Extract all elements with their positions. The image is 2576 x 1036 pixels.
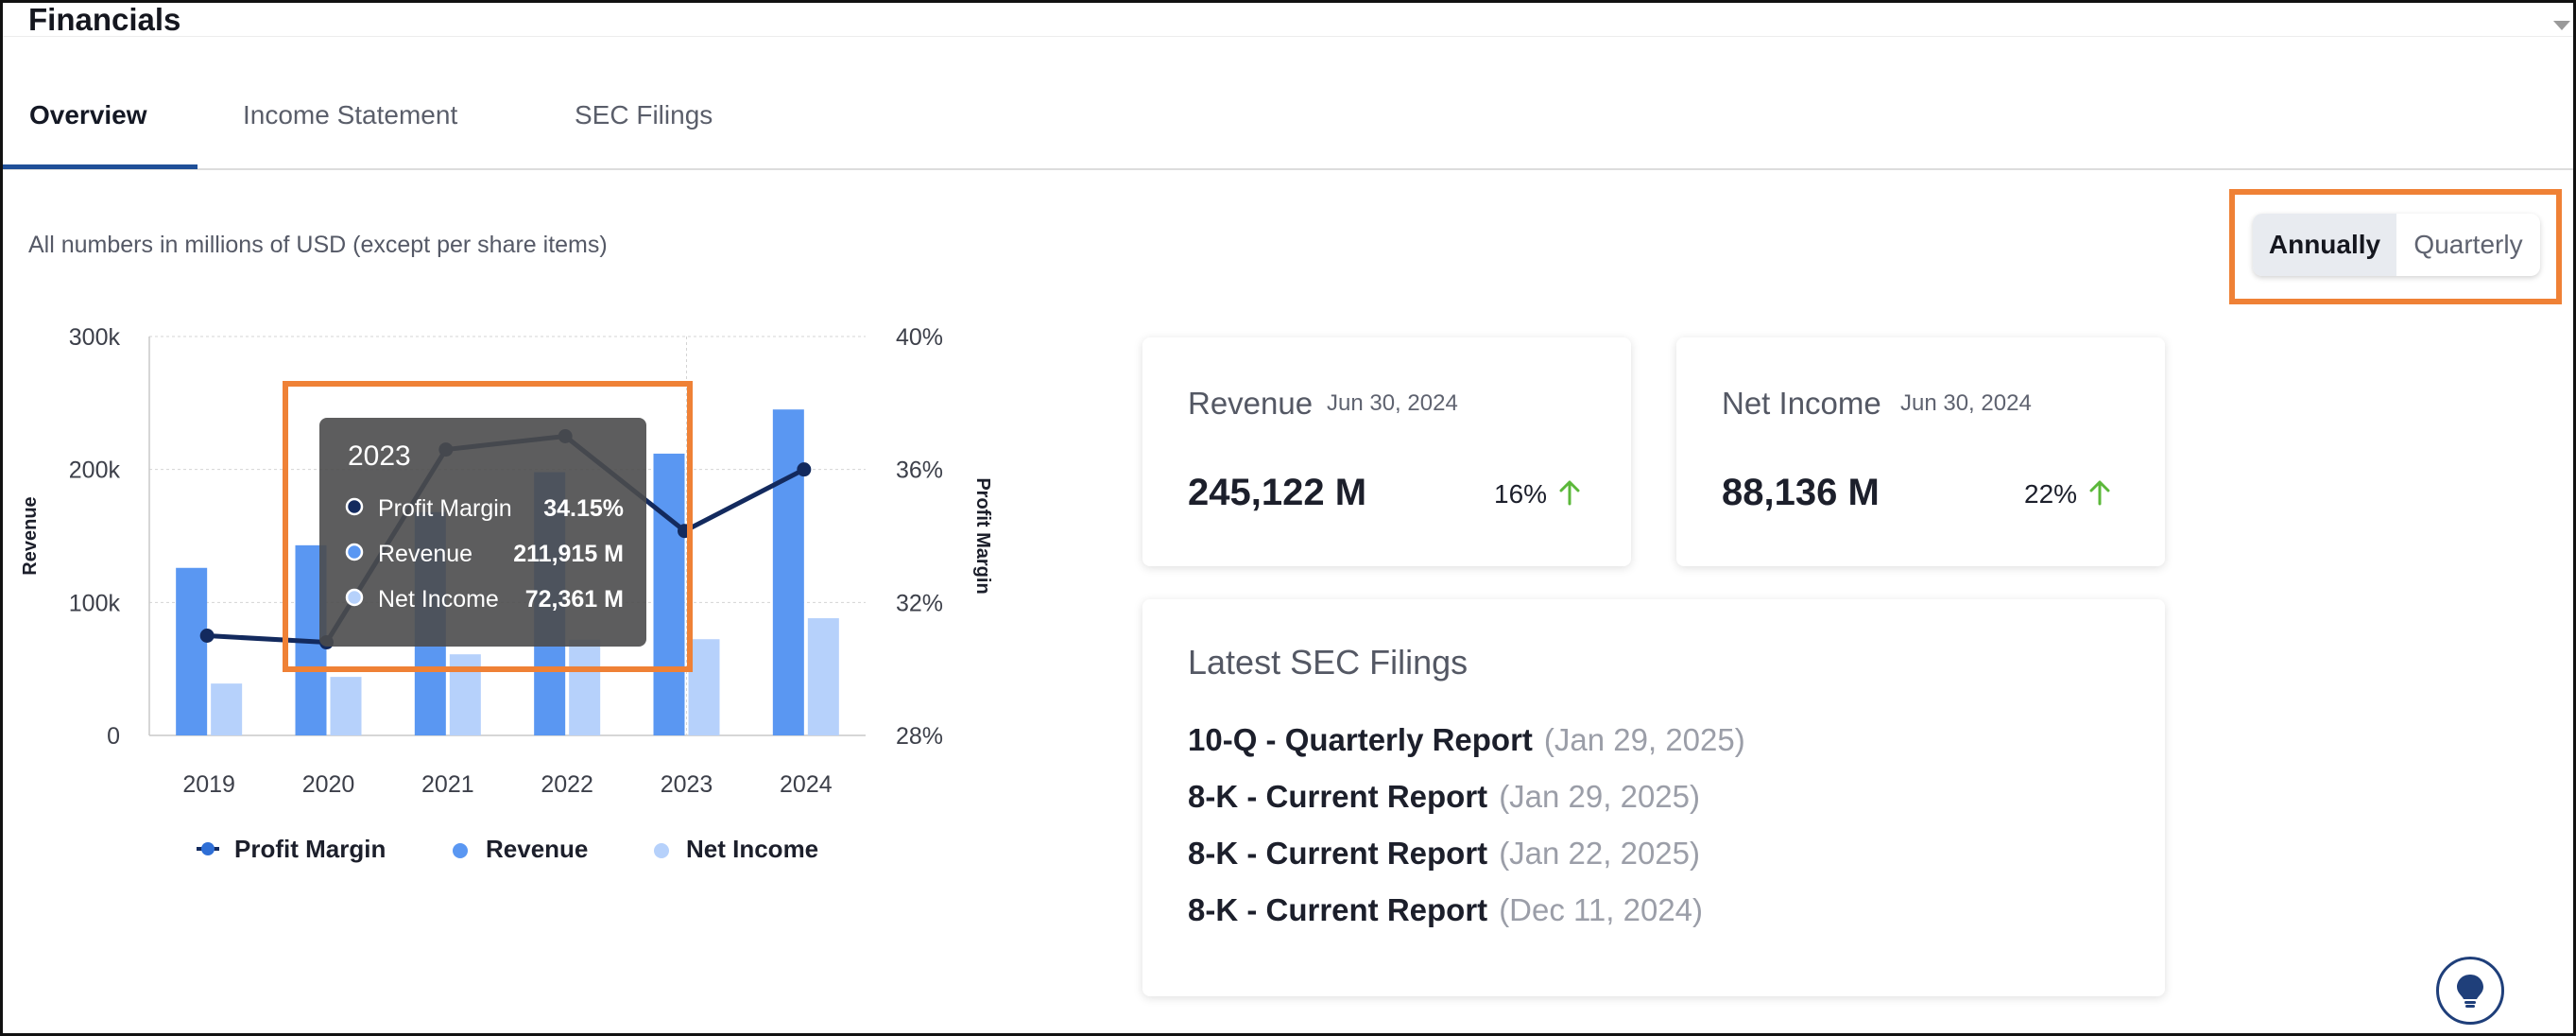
legend-marker-net-income bbox=[654, 843, 669, 858]
financials-chart: 0 100k 200k 300k 28% 32% 36% 40% 2019 2020 2021 202… bbox=[20, 324, 993, 863]
card-date: Jun 30, 2024 bbox=[1900, 390, 2032, 416]
card-value: 88,136 M bbox=[1722, 472, 1880, 513]
card-change: 22% bbox=[2024, 479, 2078, 509]
revenue-bar bbox=[653, 453, 685, 735]
filing-name[interactable]: 8-K - Current Report bbox=[1188, 892, 1488, 927]
tooltip bbox=[319, 418, 646, 647]
tab-overview[interactable]: Overview bbox=[29, 100, 147, 130]
tab-income-statement[interactable]: Income Statement bbox=[243, 100, 458, 130]
highlight-box bbox=[2229, 189, 2562, 304]
filing-name[interactable]: 8-K - Current Report bbox=[1188, 779, 1488, 814]
y2-axis-title: Profit Margin bbox=[972, 477, 993, 594]
x-tick-label: 2023 bbox=[661, 771, 713, 798]
x-tick-label: 2019 bbox=[182, 771, 235, 798]
y2-tick-label: 32% bbox=[896, 590, 943, 616]
y-tick-label: 100k bbox=[69, 590, 121, 616]
tooltip-value: 211,915 M bbox=[513, 541, 624, 567]
net-income-bar bbox=[807, 618, 839, 735]
filing-item[interactable]: 8-K - Current Report (Jan 29, 2025) bbox=[1188, 779, 1700, 815]
tooltip-title: 2023 bbox=[348, 440, 411, 472]
filing-item[interactable]: 8-K - Current Report (Jan 22, 2025) bbox=[1188, 836, 1700, 872]
revenue-card[interactable]: Revenue Jun 30, 2024 245,122 M 16% bbox=[1142, 337, 1631, 566]
tooltip-marker bbox=[345, 497, 364, 516]
filing-date: (Jan 22, 2025) bbox=[1499, 836, 1700, 871]
profit-margin-point bbox=[199, 629, 215, 643]
tooltip-value: 34.15% bbox=[543, 495, 624, 522]
legend-marker-profit-margin-dot bbox=[201, 842, 215, 855]
arrow-up-icon bbox=[2089, 480, 2110, 506]
card-value: 245,122 M bbox=[1188, 472, 1367, 513]
filing-name[interactable]: 10-Q - Quarterly Report bbox=[1188, 722, 1533, 757]
y-tick-label: 0 bbox=[107, 723, 120, 750]
tab-bar: Overview Income Statement SEC Filings bbox=[3, 76, 2573, 170]
tooltip-marker bbox=[345, 543, 364, 561]
profit-margin-point bbox=[797, 462, 812, 477]
card-change: 16% bbox=[1494, 479, 1548, 509]
net-income-bar bbox=[569, 639, 601, 735]
tooltip-label: Revenue bbox=[378, 541, 472, 567]
net-income-bar bbox=[330, 677, 362, 735]
x-tick-label: 2024 bbox=[780, 771, 833, 798]
filing-name[interactable]: 8-K - Current Report bbox=[1188, 836, 1488, 871]
x-tick-label: 2022 bbox=[541, 771, 593, 798]
chevron-down-icon[interactable] bbox=[2553, 21, 2570, 30]
tooltip-value: 72,361 M bbox=[525, 586, 624, 613]
page-title: Financials bbox=[28, 2, 181, 37]
period-toggle: Annually Quarterly bbox=[2253, 214, 2540, 276]
units-note: All numbers in millions of USD (except p… bbox=[28, 232, 608, 258]
filing-item[interactable]: 10-Q - Quarterly Report (Jan 29, 2025) bbox=[1188, 722, 1745, 758]
card-title: Net Income bbox=[1722, 386, 1881, 421]
card-title: Revenue bbox=[1188, 386, 1314, 421]
lightbulb-icon[interactable] bbox=[2436, 957, 2504, 1025]
revenue-bar bbox=[176, 567, 208, 735]
y2-tick-label: 28% bbox=[896, 723, 943, 750]
y2-tick-label: 40% bbox=[896, 324, 943, 351]
filing-date: (Dec 11, 2024) bbox=[1499, 892, 1704, 927]
legend-label: Net Income bbox=[686, 835, 818, 863]
filing-item[interactable]: 8-K - Current Report (Dec 11, 2024) bbox=[1188, 892, 1703, 928]
legend-label: Profit Margin bbox=[234, 835, 386, 863]
filing-date: (Jan 29, 2025) bbox=[1499, 779, 1700, 814]
card-date: Jun 30, 2024 bbox=[1327, 390, 1458, 416]
x-tick-label: 2021 bbox=[421, 771, 474, 798]
tooltip-label: Net Income bbox=[378, 586, 499, 613]
legend-label: Revenue bbox=[486, 835, 588, 863]
tab-sec-filings[interactable]: SEC Filings bbox=[575, 100, 713, 130]
net-income-bar bbox=[688, 639, 720, 735]
filings-title: Latest SEC Filings bbox=[1188, 643, 1468, 682]
y-tick-label: 300k bbox=[69, 324, 121, 351]
filing-date: (Jan 29, 2025) bbox=[1543, 722, 1745, 757]
active-tab-indicator bbox=[3, 164, 197, 169]
highlight-box bbox=[283, 381, 693, 672]
x-tick-label: 2020 bbox=[302, 771, 355, 798]
toggle-annually[interactable]: Annually bbox=[2253, 214, 2396, 276]
arrow-up-icon bbox=[1559, 480, 1580, 506]
y2-tick-label: 36% bbox=[896, 458, 943, 484]
divider bbox=[3, 36, 2573, 37]
y-tick-label: 200k bbox=[69, 458, 121, 484]
legend-marker-revenue bbox=[453, 843, 468, 858]
sec-filings-card: Latest SEC Filings 10-Q - Quarterly Repo… bbox=[1142, 599, 2165, 996]
revenue-bar bbox=[772, 409, 804, 735]
net-income-card[interactable]: Net Income Jun 30, 2024 88,136 M 22% bbox=[1676, 337, 2165, 566]
net-income-bar bbox=[211, 683, 243, 735]
toggle-quarterly[interactable]: Quarterly bbox=[2413, 230, 2523, 259]
tooltip-marker bbox=[345, 588, 364, 607]
y-axis-title: Revenue bbox=[20, 496, 41, 575]
tooltip-label: Profit Margin bbox=[378, 495, 512, 522]
